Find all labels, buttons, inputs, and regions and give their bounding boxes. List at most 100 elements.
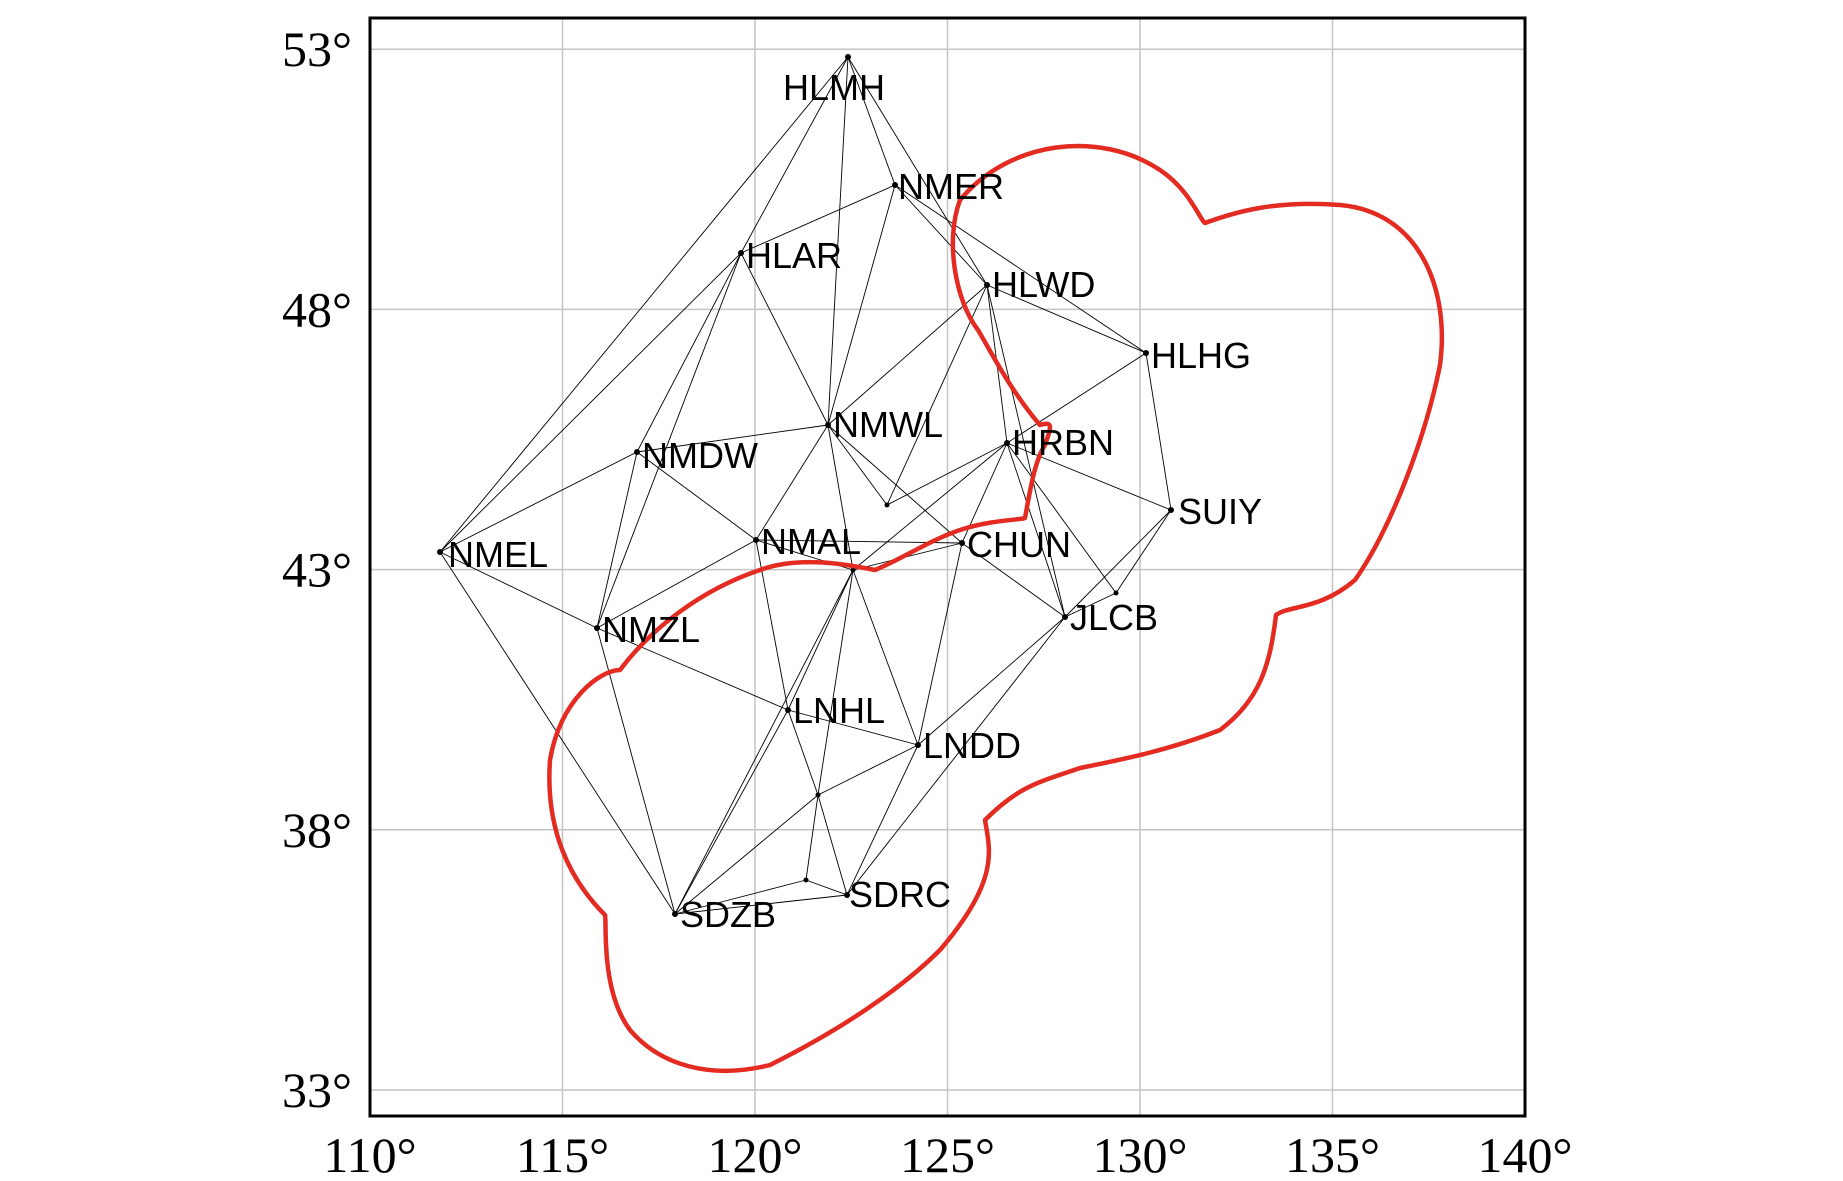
- unlabeled-station-point: [884, 502, 890, 508]
- baseline-p1-p4: [817, 569, 854, 796]
- baseline-hlmh-nmwl: [827, 56, 849, 426]
- baseline-hrbn-suiy: [1006, 442, 1172, 511]
- unlabeled-station-point: [1113, 590, 1119, 596]
- baseline-jlcb-p2: [1064, 592, 1117, 618]
- baseline-lnhl-p4: [787, 709, 819, 796]
- station-hlar: HLAR: [738, 235, 842, 276]
- x-tick-label: 110°: [323, 1127, 416, 1181]
- graticule-grid: [370, 18, 1525, 1116]
- station-point: [1168, 507, 1174, 513]
- baseline-hlar-nmwl: [740, 252, 829, 426]
- baseline-nmwl-chun: [827, 424, 963, 544]
- station-label: LNDD: [923, 725, 1021, 766]
- baseline-hlwd-nmwl: [827, 284, 988, 426]
- baseline-nmdw-nmal: [636, 451, 757, 541]
- baseline-hlhg-hrbn: [1006, 352, 1147, 444]
- station-point: [915, 742, 921, 748]
- station-label: NMZL: [602, 609, 700, 650]
- station-label: NMEL: [448, 534, 548, 575]
- stations: HLMH NMER HLAR HLWD HLHG NMWL HRBN NMDW SUIY NMEL…: [437, 54, 1262, 935]
- station-label: HLAR: [746, 235, 842, 276]
- station-point: [825, 422, 831, 428]
- baseline-lnhl-lndd: [787, 709, 919, 746]
- station-point: [892, 182, 898, 188]
- station-point: [753, 537, 759, 543]
- baseline-nmdw-nmzl: [596, 451, 638, 629]
- station-label: NMAL: [761, 521, 861, 562]
- station-sdzb: SDZB: [672, 894, 776, 935]
- coverage-boundary: [547, 143, 1445, 1073]
- baseline-hlmh-nmel: [439, 56, 849, 553]
- y-tick-label: 48°: [282, 281, 352, 337]
- x-tick-label: 140°: [1478, 1127, 1573, 1181]
- station-point: [594, 625, 600, 631]
- baseline-nmwl-nmdw: [636, 424, 829, 453]
- baseline-p4-sdzb: [674, 794, 819, 915]
- baseline-nmer-hlhg: [894, 184, 1147, 354]
- station-nmzl: NMZL: [594, 609, 700, 650]
- baseline-jlcb-lndd: [917, 616, 1066, 746]
- station-hlwd: HLWD: [984, 264, 1095, 305]
- station-point: [845, 54, 851, 60]
- baseline-p4-sdrc: [817, 794, 848, 896]
- x-tick-label: 135°: [1285, 1127, 1380, 1181]
- baseline-nmer-nmwl: [827, 184, 896, 426]
- baseline-p1-lnhl: [787, 569, 854, 711]
- station-label: NMDW: [642, 435, 758, 476]
- baseline-nmwl-p1: [827, 424, 854, 571]
- unlabeled-station-point: [803, 877, 809, 883]
- station-jlcb: JLCB: [1062, 597, 1158, 638]
- baseline-hlmh-hlar: [740, 56, 849, 254]
- baseline-suiy-p2: [1115, 509, 1172, 594]
- baseline-sdrc-sdzb: [674, 894, 848, 915]
- station-hlhg: HLHG: [1143, 335, 1251, 376]
- station-label: SDZB: [680, 894, 776, 935]
- coverage-boundary-line: [547, 143, 1445, 1073]
- x-tick-label: 125°: [900, 1127, 995, 1181]
- station-nmdw: NMDW: [634, 435, 758, 476]
- station-hlmh: HLMH: [783, 54, 885, 108]
- baseline-nmal-nmzl: [596, 539, 757, 629]
- baseline-nmwl-nmal: [755, 424, 829, 541]
- station-label: HRBN: [1012, 422, 1114, 463]
- baseline-p5-sdrc: [805, 879, 848, 896]
- station-label: CHUN: [967, 524, 1071, 565]
- unlabeled-station-point: [815, 792, 821, 798]
- station-label: JLCB: [1070, 597, 1158, 638]
- baseline-hrbn-jlcb: [1006, 442, 1066, 618]
- station-label: SUIY: [1178, 491, 1262, 532]
- baseline-nmdw-nmel: [439, 451, 638, 553]
- station-label: NMER: [898, 166, 1004, 207]
- station-sdrc: SDRC: [844, 874, 951, 915]
- x-tick-label: 120°: [708, 1127, 803, 1181]
- y-tick-label: 38°: [282, 802, 352, 858]
- y-tick-label: 43°: [282, 542, 352, 598]
- baseline-hrbn-p3: [886, 442, 1008, 506]
- baseline-p1-sdzb: [674, 569, 854, 915]
- baseline-hrbn-p2: [1006, 442, 1117, 594]
- baseline-nmwl-p3: [827, 424, 888, 506]
- station-point: [738, 250, 744, 256]
- station-lndd: LNDD: [915, 725, 1021, 766]
- y-tick-label: 53°: [282, 21, 352, 77]
- y-tick-label: 33°: [282, 1062, 352, 1118]
- baseline-hlhg-suiy: [1145, 352, 1172, 511]
- baseline-hlwd-hlhg: [986, 284, 1147, 354]
- station-nmwl: NMWL: [825, 404, 943, 445]
- baseline-p1-lndd: [852, 569, 919, 746]
- network-baselines: [439, 56, 1172, 915]
- baseline-hlmh-hlwd: [847, 56, 988, 286]
- station-nmal: NMAL: [753, 521, 861, 562]
- baseline-hlar-nmel: [439, 252, 742, 553]
- baseline-hlmh-nmer: [847, 56, 896, 186]
- x-tick-label: 115°: [516, 1127, 609, 1181]
- station-label: NMWL: [833, 404, 943, 445]
- station-point: [634, 449, 640, 455]
- x-tick-label: 130°: [1093, 1127, 1188, 1181]
- axis-tick-labels: 110° 115° 120° 125° 130° 135° 140° 53° 48° 43° 38°…: [282, 21, 1573, 1181]
- baseline-nmzl-sdzb: [596, 627, 676, 915]
- station-label: LNHL: [793, 690, 885, 731]
- station-point: [1143, 350, 1149, 356]
- station-nmer: NMER: [892, 166, 1004, 207]
